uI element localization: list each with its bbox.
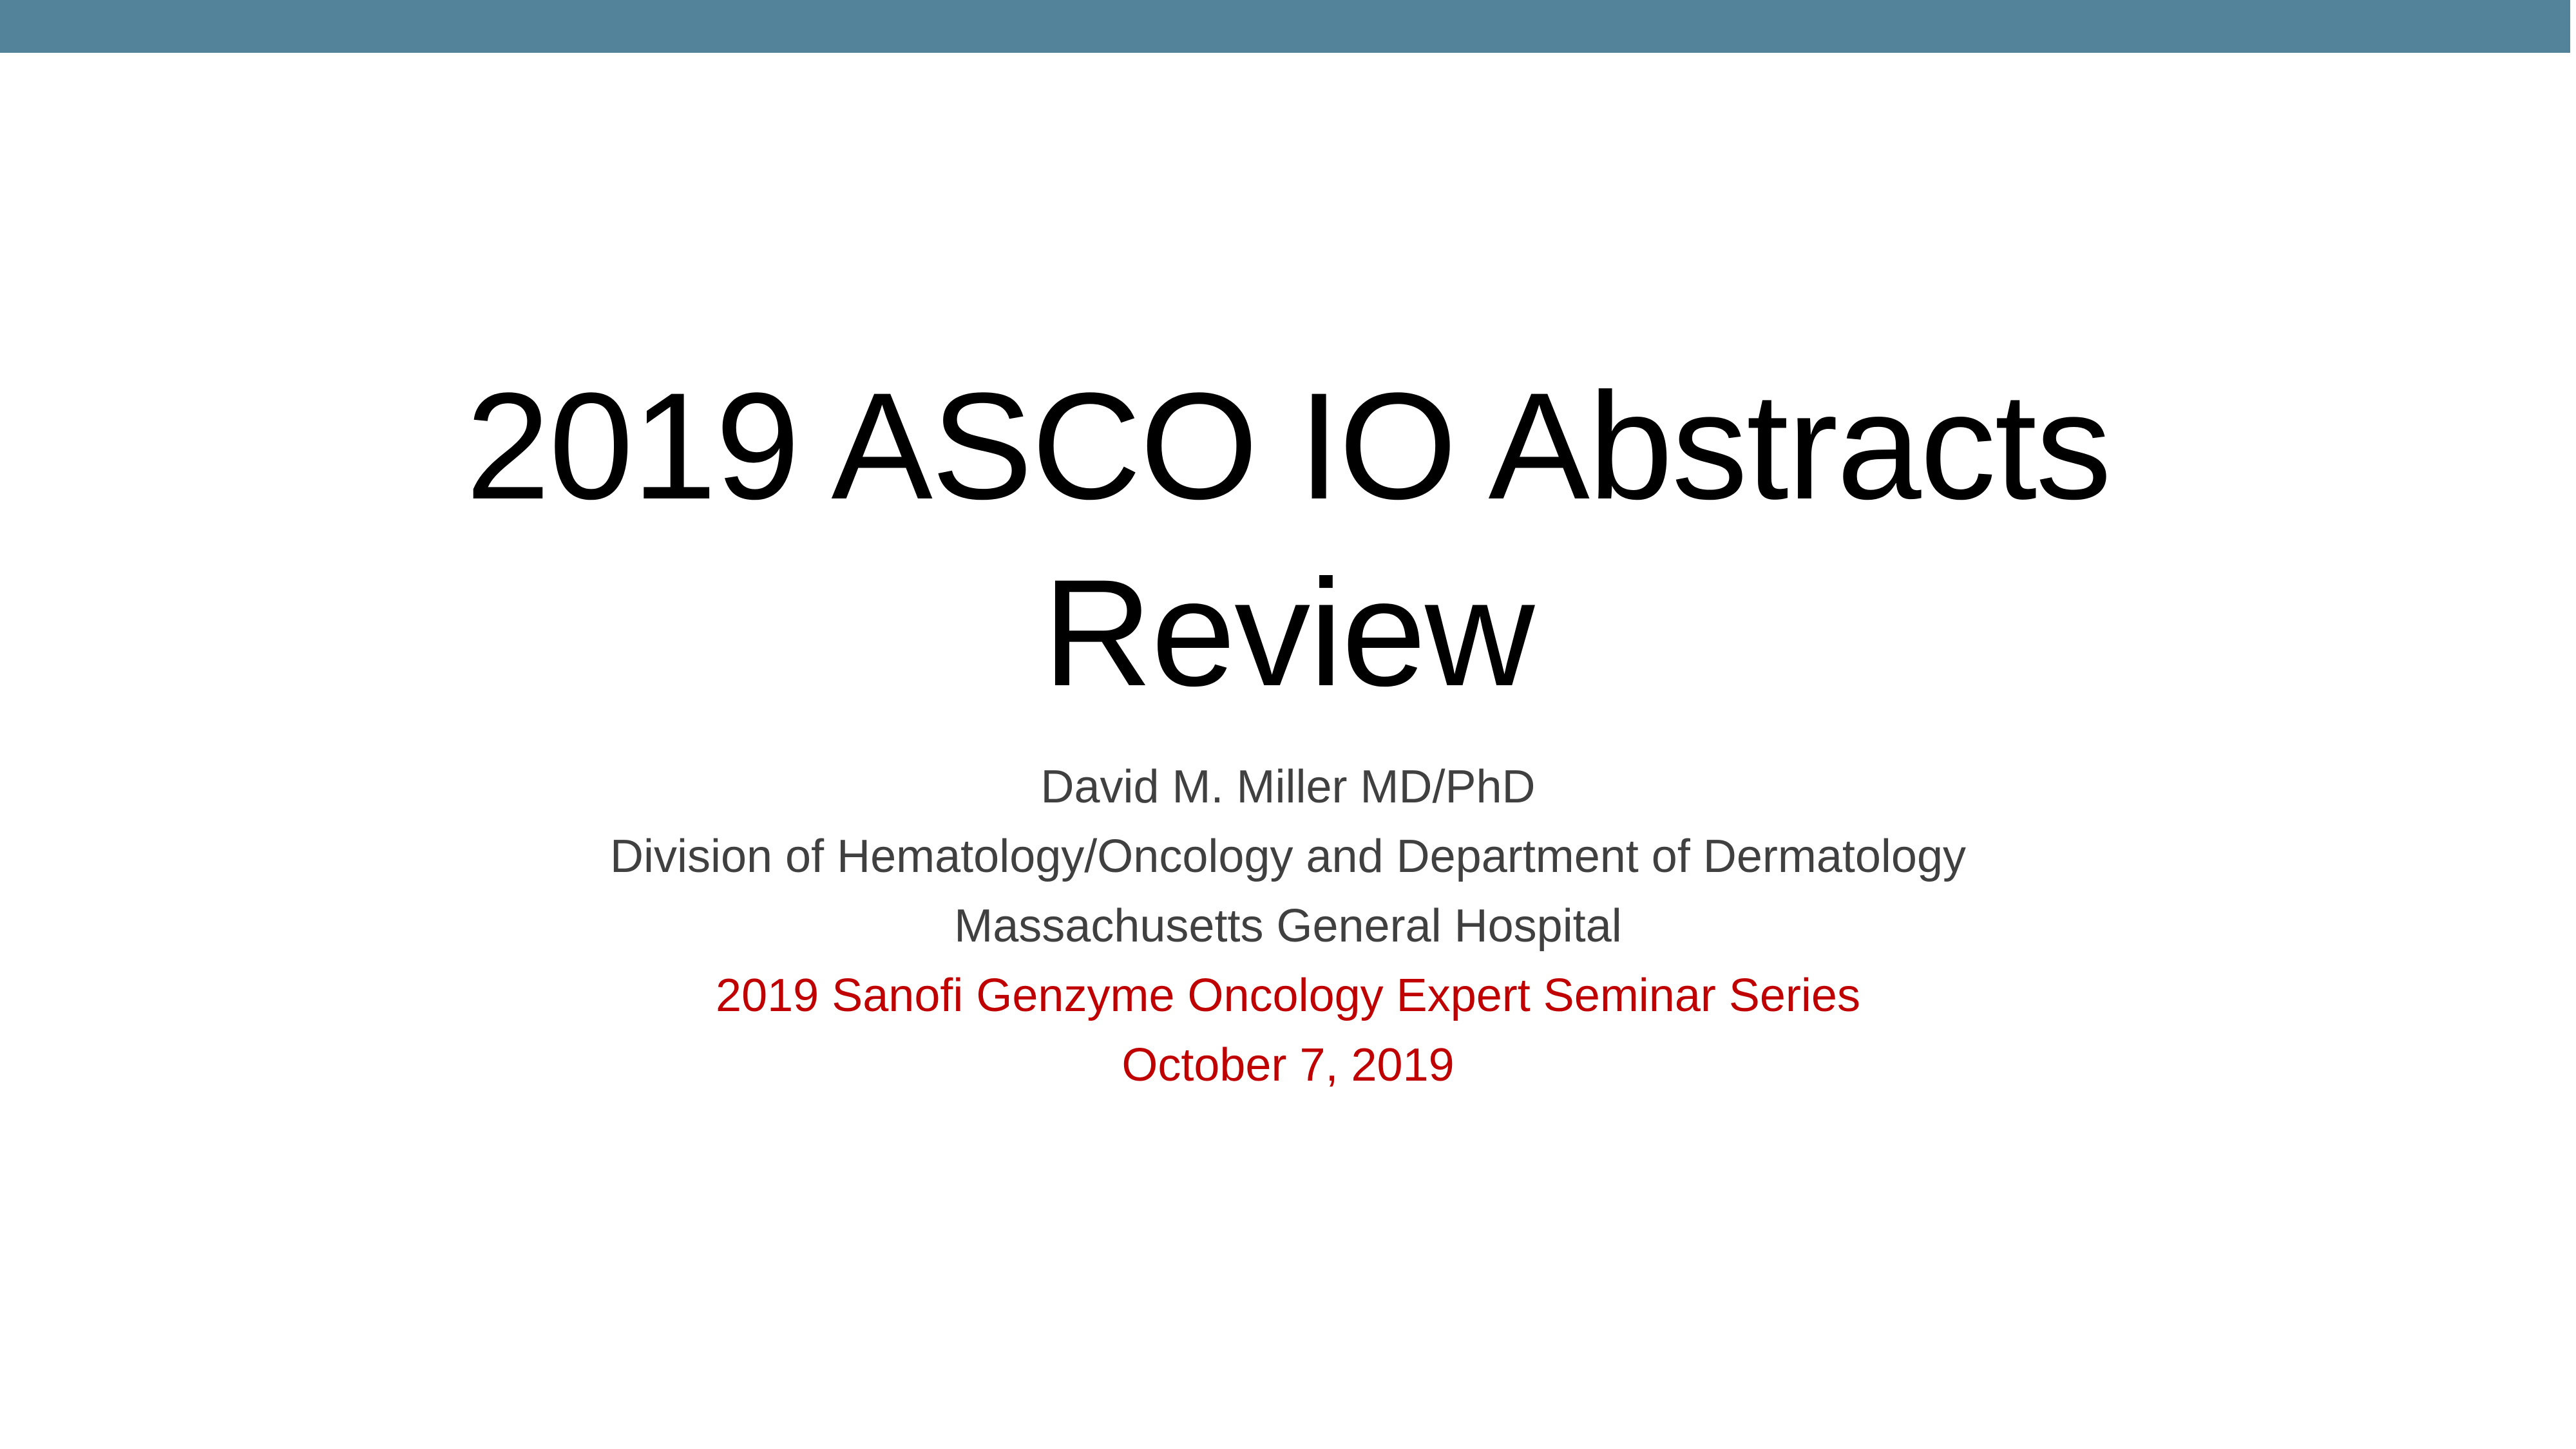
title-line-1: 2019 ASCO IO Abstracts: [465, 361, 2112, 531]
top-accent-band: [0, 0, 2570, 53]
subtitle-department: Division of Hematology/Oncology and Depa…: [609, 831, 1966, 882]
subtitle-event-date: October 7, 2019: [1121, 1039, 1455, 1091]
slide-subtitle: David M. Miller MD/PhD Division of Hemat…: [354, 752, 2222, 1100]
subtitle-institution: Massachusetts General Hospital: [954, 900, 1622, 952]
slide-title: 2019 ASCO IO Abstracts Review: [464, 353, 2113, 726]
title-line-2: Review: [1042, 548, 1535, 718]
subtitle-presenter-name: David M. Miller MD/PhD: [1040, 761, 1536, 813]
subtitle-event-name: 2019 Sanofi Genzyme Oncology Expert Semi…: [716, 970, 1860, 1021]
